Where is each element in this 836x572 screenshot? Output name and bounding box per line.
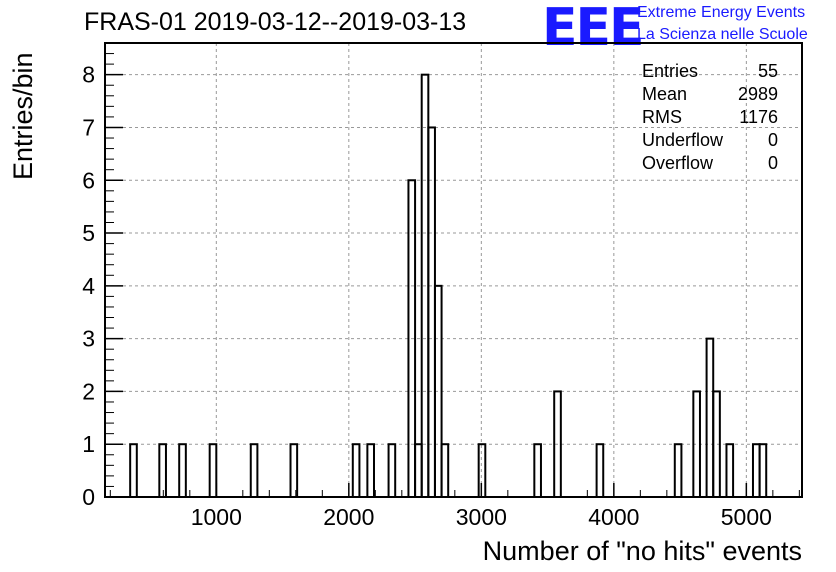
y-tick-label: 2 [82,378,95,404]
histogram-bin [673,443,683,498]
histogram-bin [440,443,450,498]
stats-value: 0 [768,153,778,173]
stats-value: 1176 [739,107,778,127]
stats-row: Overflow 0 [642,153,778,173]
x-tick-label: 5000 [721,504,772,530]
histogram-bin [595,443,605,498]
histogram-bin [158,443,167,498]
logo-line-2: La Scienza nelle Scuole [637,26,808,43]
histogram-bin [712,390,721,499]
y-tick-label: 3 [82,326,95,352]
y-tick-label: 1 [82,431,95,457]
eee-logo-text: Extreme Energy Events La Scienza nelle S… [637,2,808,46]
stats-label: Entries [642,61,698,81]
y-tick-label: 4 [82,273,95,299]
stats-row: Mean 2989 [642,84,778,104]
stats-label: Overflow [642,153,714,173]
grid-lines [105,43,802,497]
x-axis: 1000 2000 3000 4000 5000 [109,483,800,530]
histogram-bin [351,443,361,498]
histogram-bin [533,443,542,498]
histogram-bin [289,443,299,498]
chart-title: FRAS-01 2019-03-12--2019-03-13 [84,8,467,36]
stats-row: Entries 55 [642,61,778,81]
histogram-bin [758,443,768,498]
y-tick-label: 8 [82,62,95,88]
y-tick-label: 7 [82,114,95,140]
y-tick-label: 0 [82,484,95,510]
y-tick-label: 6 [82,167,95,193]
x-tick-label: 2000 [323,504,374,530]
stats-label: RMS [642,107,682,127]
logo-line-1: Extreme Energy Events [637,4,806,21]
histogram-bin [129,443,138,498]
x-tick-label: 4000 [588,504,639,530]
x-tick-label: 1000 [191,504,242,530]
histogram-bin [387,443,397,498]
histogram-bin [692,390,701,499]
x-axis-label: Number of "no hits" events [482,536,802,566]
stats-value: 2989 [738,84,778,104]
histogram-bin [366,443,375,498]
histogram-bin [208,443,218,498]
histogram-bin [725,443,735,498]
y-tick-label: 5 [82,220,95,246]
stats-value: 55 [758,61,778,81]
histogram-bin [178,443,187,498]
x-tick-label: 3000 [456,504,507,530]
plot-frame [104,42,803,498]
stats-row: Underflow 0 [642,130,778,150]
stats-value: 0 [768,130,778,150]
eee-logo-mark: EEE [542,0,645,58]
stats-label: Mean [642,84,687,104]
stats-row: RMS 1176 [642,107,778,127]
histogram-bin [249,443,259,498]
stats-label: Underflow [642,130,724,150]
y-axis: 0 1 2 3 4 5 6 7 8 [82,53,123,510]
